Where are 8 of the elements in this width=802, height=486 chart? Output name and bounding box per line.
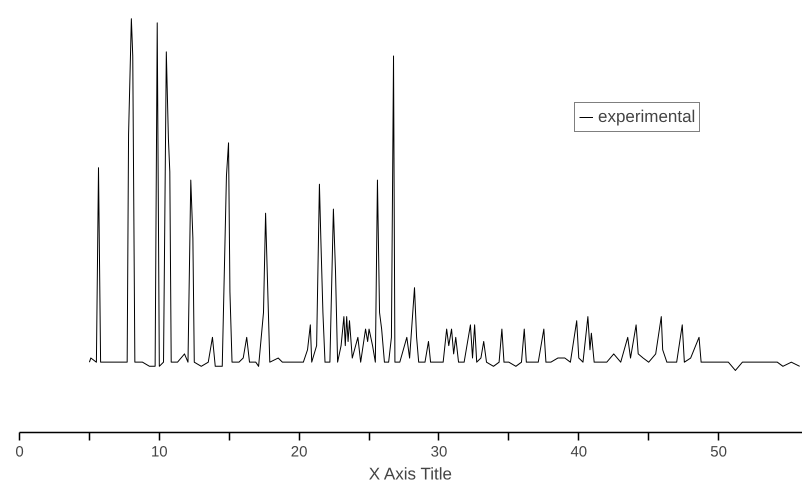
x-tick-label: 30 [430,444,448,460]
legend-label: experimental [598,107,696,127]
x-tick-label: 50 [710,444,727,460]
x-tick-label: 20 [290,444,308,460]
x-tick-label: 40 [570,444,588,460]
x-axis-title: X Axis Title [368,464,452,484]
x-tick-label: 10 [150,444,168,460]
x-tick-label: 0 [15,444,24,460]
